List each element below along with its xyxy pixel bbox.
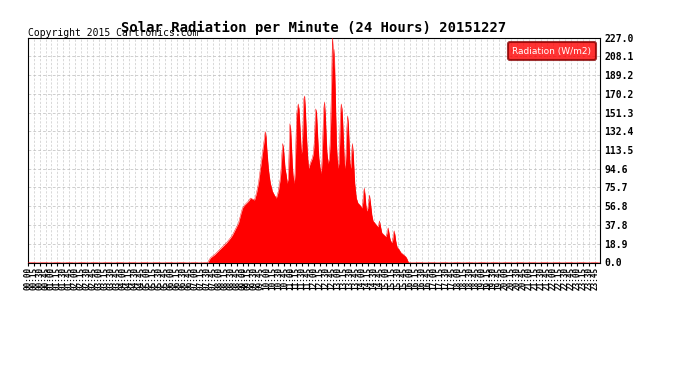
Legend: Radiation (W/m2): Radiation (W/m2) [508, 42, 595, 60]
Text: Copyright 2015 Cartronics.com: Copyright 2015 Cartronics.com [28, 28, 198, 38]
Title: Solar Radiation per Minute (24 Hours) 20151227: Solar Radiation per Minute (24 Hours) 20… [121, 21, 506, 35]
